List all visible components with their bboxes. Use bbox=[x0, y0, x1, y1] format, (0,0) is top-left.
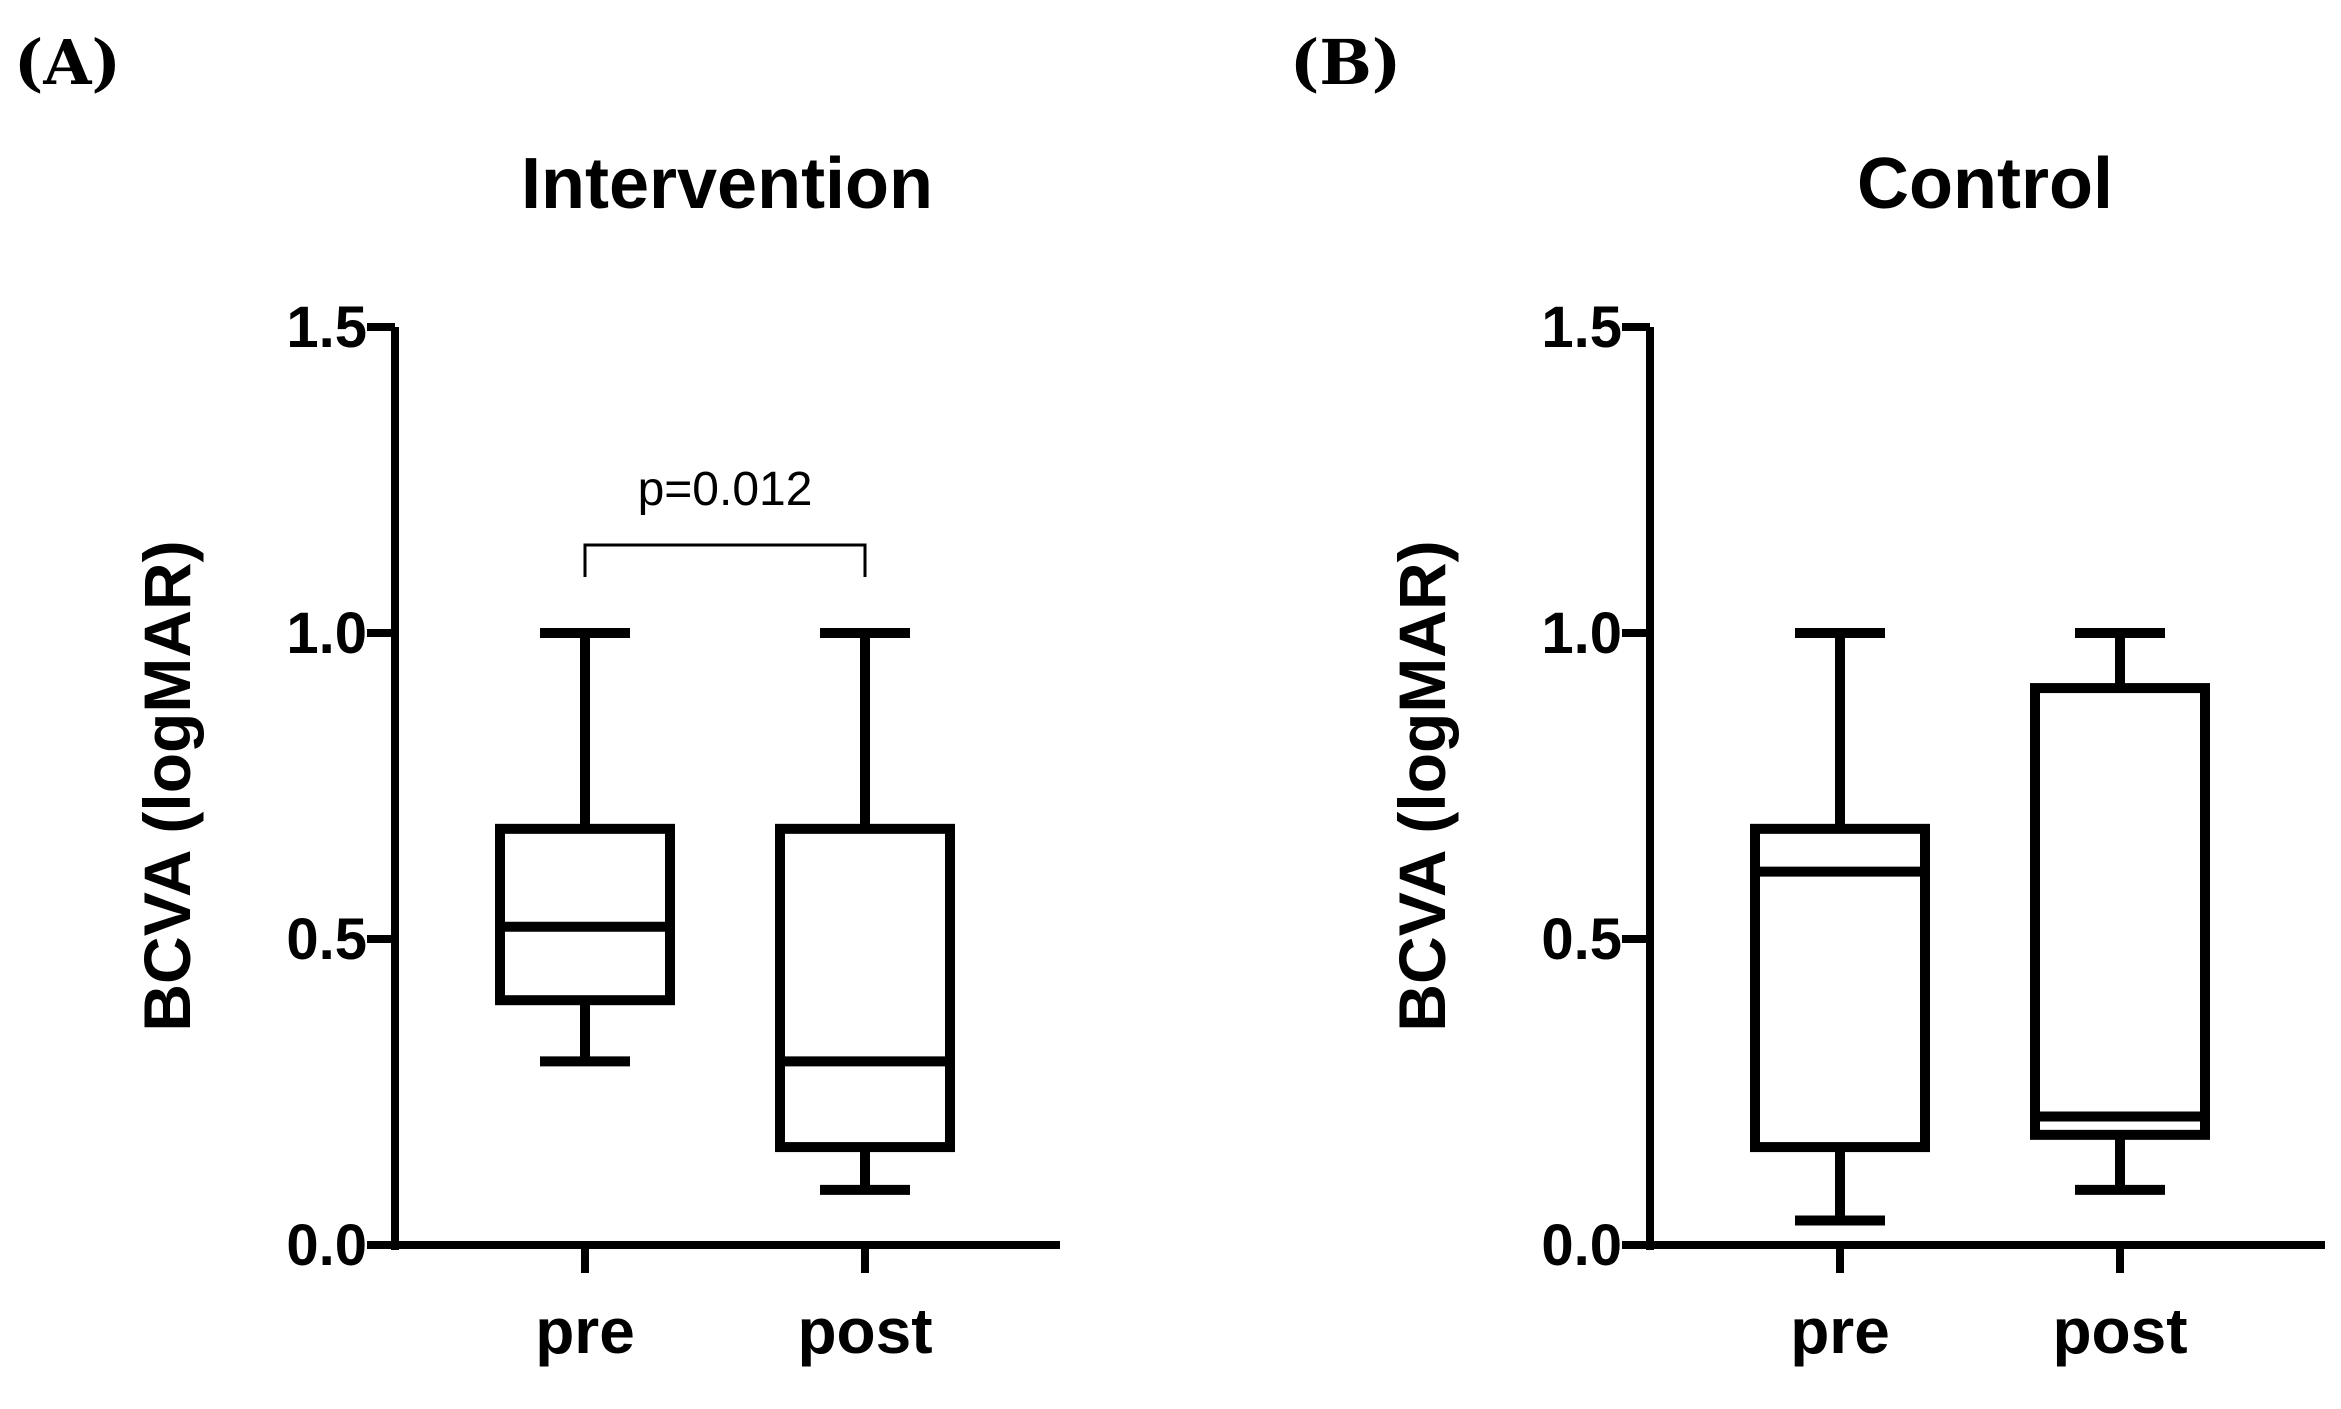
panel-b-label: (B) bbox=[1290, 26, 1402, 99]
y-axis-label: BCVA (logMAR) bbox=[130, 540, 204, 1031]
chart-title: Intervention bbox=[521, 144, 933, 224]
box-iqr bbox=[495, 823, 675, 1006]
x-tick-label: pre bbox=[1790, 1295, 1890, 1367]
y-tick-label: 0.0 bbox=[286, 1213, 367, 1278]
y-axis-label: BCVA (logMAR) bbox=[1385, 540, 1459, 1031]
x-tick-label: post bbox=[797, 1295, 932, 1367]
box-post bbox=[2030, 628, 2210, 1195]
p-value-label: p=0.012 bbox=[638, 463, 813, 516]
y-tick-label: 0.5 bbox=[1541, 907, 1622, 972]
box-iqr bbox=[1750, 823, 1930, 1153]
y-tick-label: 1.5 bbox=[1541, 295, 1622, 360]
significance-bracket bbox=[583, 543, 867, 577]
y-tick-label: 0.5 bbox=[286, 907, 367, 972]
panel-a-label: (A) bbox=[14, 26, 121, 99]
intervention-panel: Intervention BCVA (logMAR) 0.0 0.5 1.0 1.5 pre… bbox=[130, 144, 1060, 1367]
box-pre bbox=[1750, 628, 1930, 1226]
box-pre bbox=[495, 628, 675, 1067]
x-tick-label: pre bbox=[535, 1295, 635, 1367]
x-tick-label: post bbox=[2052, 1295, 2187, 1367]
control-panel: Control BCVA (logMAR) 0.0 0.5 1.0 1.5 pre post bbox=[1385, 144, 2325, 1367]
chart-title: Control bbox=[1857, 144, 2113, 224]
y-tick-label: 0.0 bbox=[1541, 1213, 1622, 1278]
box-iqr bbox=[775, 823, 955, 1153]
y-tick-label: 1.0 bbox=[286, 601, 367, 666]
box-iqr bbox=[2030, 683, 2210, 1140]
box-post bbox=[775, 628, 955, 1195]
y-tick-label: 1.0 bbox=[1541, 601, 1622, 666]
y-tick-label: 1.5 bbox=[286, 295, 367, 360]
